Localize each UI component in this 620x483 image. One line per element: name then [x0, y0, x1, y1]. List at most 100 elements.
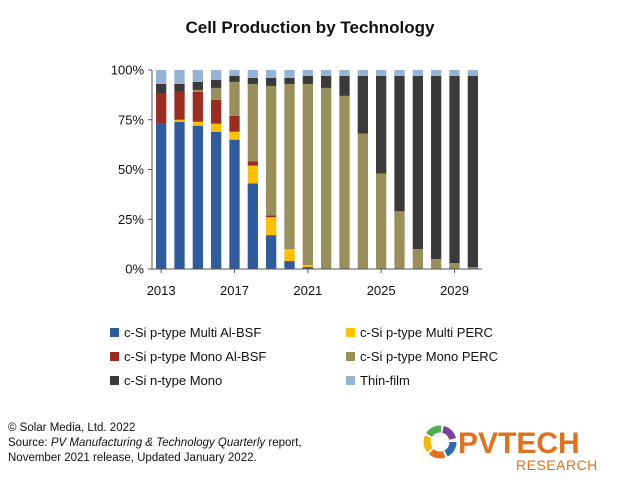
legend-item-multi-perc: c-Si p-type Multi PERC: [346, 325, 546, 340]
bar-segment: [376, 75, 387, 174]
source-suffix: report,: [265, 437, 302, 449]
bar-segment: [247, 165, 258, 184]
bar-segment: [211, 123, 222, 132]
legend-label: c-Si p-type Mono PERC: [360, 349, 498, 364]
chart-title: Cell Production by Technology: [185, 18, 435, 37]
logo-sub-text: RESEARCH: [516, 457, 598, 473]
chart-legend: c-Si p-type Multi Al-BSF c-Si p-type Mul…: [110, 325, 550, 388]
source-prefix: Source:: [8, 437, 51, 449]
bar-segment: [266, 77, 277, 86]
bar-segment: [229, 70, 240, 76]
bar-segment: [321, 87, 332, 269]
legend-item-n-type-mono: c-Si n-type Mono: [110, 373, 346, 388]
bar-segment: [266, 85, 277, 216]
bar-segment: [211, 87, 222, 100]
y-tick-label: 50%: [118, 162, 144, 177]
bar-segment: [431, 259, 442, 269]
legend-item-mono-perc: c-Si p-type Mono PERC: [346, 349, 546, 364]
legend-swatch: [110, 376, 119, 385]
bar-segment: [339, 75, 350, 96]
copyright-text: © Solar Media, Ltd. 2022: [8, 422, 136, 434]
bar-segment: [247, 161, 258, 166]
bar-segment: [247, 183, 258, 269]
bar-segment: [229, 75, 240, 82]
bar-segment: [302, 70, 313, 76]
bar-segment: [302, 75, 313, 84]
bar-segment: [192, 81, 203, 90]
bar-segment: [247, 83, 258, 162]
bar-segment: [229, 139, 240, 269]
legend-swatch: [110, 328, 119, 337]
bar-segment: [431, 70, 442, 76]
bar-segment: [156, 123, 167, 269]
legend-label: Thin-film: [360, 373, 410, 388]
bar-segment: [376, 70, 387, 76]
bar-segment: [192, 89, 203, 92]
bar-segment: [431, 75, 442, 260]
release-text: November 2021 release, Updated January 2…: [8, 452, 257, 464]
bar-segment: [192, 121, 203, 126]
bar-segment: [394, 75, 405, 212]
pvtech-research-logo: PVTECH RESEARCH: [423, 425, 598, 473]
bar-segment: [266, 235, 277, 269]
bar-segment: [174, 70, 185, 84]
bar-segment: [302, 267, 313, 269]
bar-segment: [339, 70, 350, 76]
x-tick-label: 2025: [367, 283, 396, 298]
x-tick-label: 2029: [440, 283, 469, 298]
bar-segment: [339, 95, 350, 270]
bar-segment: [284, 249, 295, 262]
bar-segment: [376, 173, 387, 269]
logo-main-text: PVTECH: [458, 427, 580, 460]
bar-segment: [467, 267, 478, 269]
y-tick-label: 25%: [118, 212, 144, 227]
bar-segment: [321, 75, 332, 88]
legend-swatch: [110, 352, 119, 361]
bar-segment: [394, 211, 405, 269]
x-tick-label: 2021: [293, 283, 322, 298]
x-tick-label: 2013: [147, 283, 176, 298]
bar-segment: [192, 125, 203, 269]
bar-segment: [229, 81, 240, 116]
bar-segment: [174, 119, 185, 122]
legend-label: c-Si n-type Mono: [124, 373, 223, 388]
x-tick-label: 2017: [220, 283, 249, 298]
bar-segment: [229, 115, 240, 132]
bar-segment: [211, 131, 222, 269]
bar-segment: [394, 70, 405, 76]
bar-segment: [156, 93, 167, 124]
legend-swatch: [346, 328, 355, 337]
legend-swatch: [346, 376, 355, 385]
legend-item-multi-al-bsf: c-Si p-type Multi Al-BSF: [110, 325, 346, 340]
bar-segment: [247, 77, 258, 84]
y-tick-label: 100%: [111, 63, 145, 78]
bar-segment: [174, 91, 185, 120]
bar-segment: [357, 70, 368, 76]
bar-segment: [302, 83, 313, 266]
bar-segment: [284, 70, 295, 78]
bar-segment: [211, 79, 222, 88]
bar-segment: [211, 99, 222, 124]
bar-segment: [174, 121, 185, 270]
bar-segment: [321, 70, 332, 76]
bar-segment: [266, 217, 277, 236]
y-tick-label: 75%: [118, 112, 144, 127]
source-report-title: PV Manufacturing & Technology Quarterly: [50, 437, 266, 449]
bar-segment: [156, 83, 167, 94]
bar-segment: [266, 70, 277, 78]
bar-segment: [174, 83, 185, 92]
chart-plot: 0% 25% 50% 75% 100% 2013 2017 2021 2025 2029: [111, 63, 482, 298]
bar-segment: [412, 75, 423, 250]
bar-segment: [357, 75, 368, 134]
bar-segment: [467, 70, 478, 76]
bar-segment: [284, 83, 295, 250]
bar-segment: [449, 70, 460, 76]
bar-segment: [229, 131, 240, 140]
footer-source: © Solar Media, Ltd. 2022 Source: PV Manu…: [8, 421, 302, 466]
legend-label: c-Si p-type Multi Al-BSF: [124, 325, 262, 340]
bar-segment: [412, 249, 423, 269]
bar-segment: [449, 263, 460, 269]
legend-swatch: [346, 352, 355, 361]
bar-segment: [192, 91, 203, 122]
bar-segment: [284, 261, 295, 269]
